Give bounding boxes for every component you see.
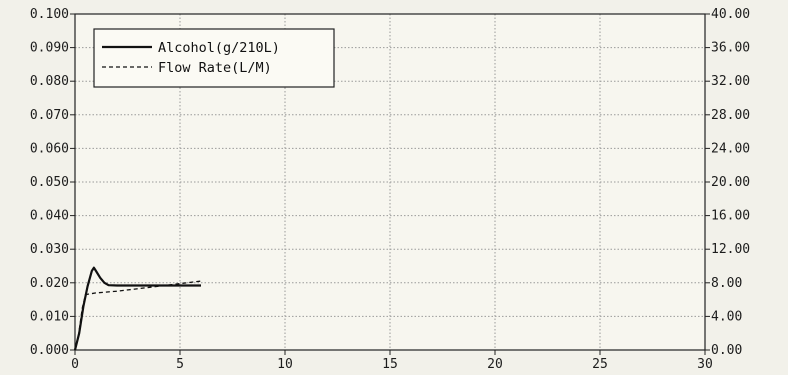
- x-tick-label: 5: [176, 357, 184, 372]
- legend-box: [93, 28, 335, 88]
- y2-tick-label: 20.00: [711, 175, 750, 190]
- y2-tick-label: 24.00: [711, 141, 750, 156]
- x-tick-label: 10: [277, 357, 293, 372]
- flow-rate-line: [74, 280, 202, 351]
- legend-label: Alcohol(g/210L): [158, 40, 280, 56]
- y-tick-label: 0.020: [30, 276, 69, 291]
- y2-tick-label: 8.00: [711, 276, 742, 291]
- legend-label: Flow Rate(L/M): [158, 60, 272, 76]
- x-tick-label: 0: [71, 357, 79, 372]
- y-tick-label: 0.000: [30, 343, 69, 358]
- x-tick-label: 30: [697, 357, 713, 372]
- y2-tick-label: 4.00: [711, 309, 742, 324]
- y2-tick-label: 32.00: [711, 74, 750, 89]
- y2-tick-label: 40.00: [711, 7, 750, 22]
- x-tick-label: 15: [382, 357, 398, 372]
- y-tick-label: 0.100: [30, 7, 69, 22]
- y-tick-label: 0.060: [30, 141, 69, 156]
- y-tick-label: 0.090: [30, 41, 69, 56]
- y2-tick-label: 36.00: [711, 41, 750, 56]
- y-tick-label: 0.050: [30, 175, 69, 190]
- y2-tick-label: 12.00: [711, 242, 750, 257]
- y2-tick-label: 0.00: [711, 343, 742, 358]
- y-tick-label: 0.080: [30, 74, 69, 89]
- x-tick-label: 25: [592, 357, 608, 372]
- y-tick-label: 0.030: [30, 242, 69, 257]
- y-tick-label: 0.010: [30, 309, 69, 324]
- y2-tick-label: 16.00: [711, 209, 750, 224]
- y-tick-label: 0.040: [30, 209, 69, 224]
- y-tick-label: 0.070: [30, 108, 69, 123]
- x-tick-label: 20: [487, 357, 503, 372]
- y2-tick-label: 28.00: [711, 108, 750, 123]
